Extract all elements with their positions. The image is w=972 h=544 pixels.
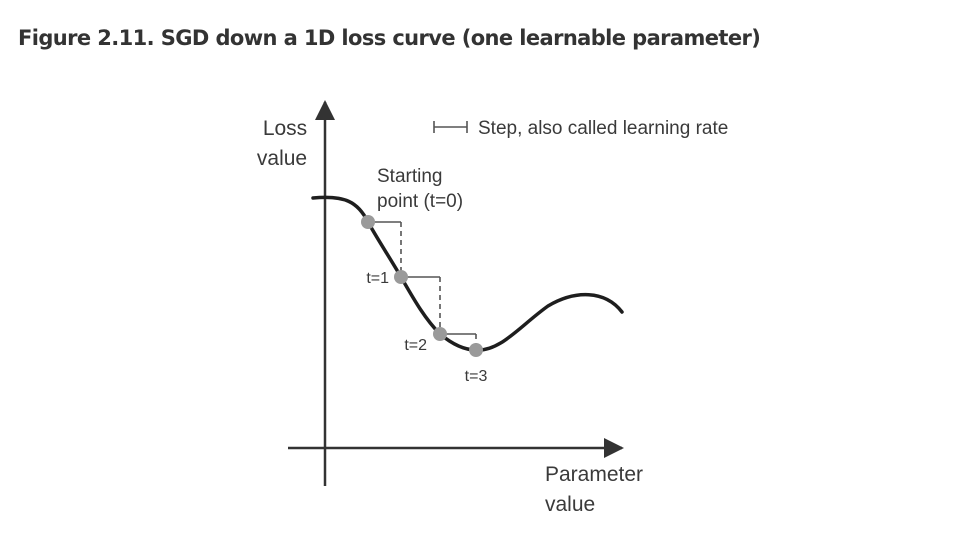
point-t0	[361, 215, 375, 229]
start-label-line2: point (t=0)	[377, 191, 463, 212]
step-legend-label: Step, also called learning rate	[478, 118, 728, 139]
point-t2	[433, 327, 447, 341]
point-t1	[394, 270, 408, 284]
loss-curve	[311, 195, 624, 352]
step-label-t3: t=3	[465, 368, 488, 385]
figure-title: Figure 2.11. SGD down a 1D loss curve (o…	[18, 26, 761, 50]
step-label-t2: t=2	[404, 337, 427, 354]
start-label-line1: Starting	[377, 166, 442, 187]
x-axis-label-value: value	[545, 493, 595, 516]
step-label-t1: t=1	[366, 270, 389, 287]
y-axis-label-loss: Loss	[263, 117, 307, 140]
point-t3	[469, 343, 483, 357]
y-axis-label-value: value	[257, 147, 307, 170]
x-axis-label-parameter: Parameter	[545, 463, 643, 486]
step-legend-icon	[433, 121, 468, 133]
